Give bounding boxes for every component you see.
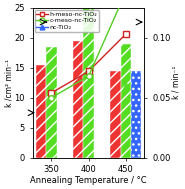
Bar	[131, 71, 142, 158]
Bar	[110, 71, 121, 158]
Bar	[36, 65, 46, 158]
Bar	[73, 41, 83, 158]
Bar	[46, 47, 57, 158]
X-axis label: Annealing Temperature / °C: Annealing Temperature / °C	[30, 176, 147, 185]
Y-axis label: k /cm² min⁻¹: k /cm² min⁻¹	[4, 59, 13, 107]
Bar	[83, 0, 94, 158]
Bar	[121, 44, 131, 158]
Legend: h-meso-nc-TiO₂, c-meso-nc-TiO₂, nc-TiO₂: h-meso-nc-TiO₂, c-meso-nc-TiO₂, nc-TiO₂	[35, 9, 99, 32]
Y-axis label: k / min⁻¹: k / min⁻¹	[172, 66, 181, 99]
